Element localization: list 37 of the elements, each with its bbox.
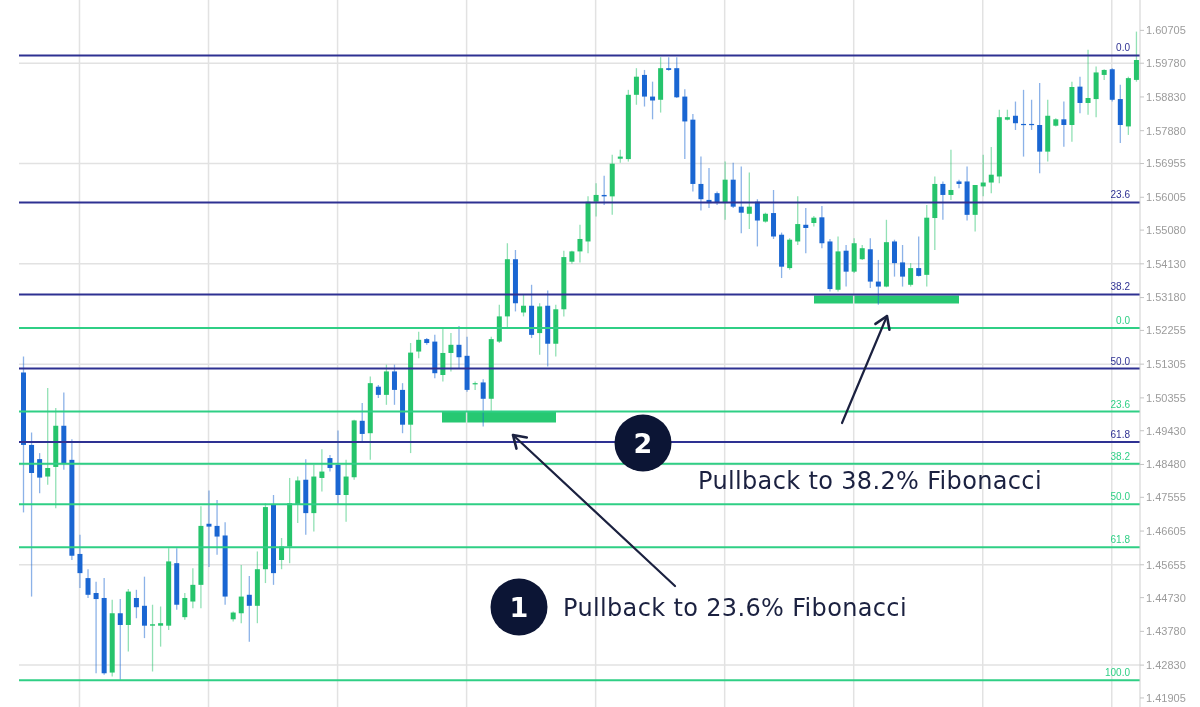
y-tick-label: 1.49430 <box>1146 424 1186 437</box>
annotation: 100.0 <box>1104 667 1131 679</box>
y-tick-label: 1.44730 <box>1146 591 1186 604</box>
y-tick-label: 1.57880 <box>1146 124 1186 137</box>
annotation: 0.0 <box>1116 315 1131 327</box>
y-tick-label: 1.46605 <box>1146 524 1186 537</box>
y-tick-label: 1.43780 <box>1146 625 1186 638</box>
annotation: 1 <box>509 591 529 623</box>
y-tick-label: 1.56005 <box>1146 191 1186 204</box>
y-tick-label: 1.41905 <box>1146 691 1186 704</box>
annotation: 61.8 <box>1110 429 1131 441</box>
candlestick <box>956 179 962 189</box>
y-tick-label: 1.42830 <box>1146 659 1186 671</box>
annotation: 50.0 <box>1110 491 1131 503</box>
y-tick-label: 1.48480 <box>1146 458 1186 471</box>
y-tick-label: 1.51305 <box>1146 358 1186 371</box>
annotation: Pullback to 23.6% Fibonacci <box>563 594 907 622</box>
annotation: 2 <box>633 427 653 459</box>
y-tick-label: 1.60705 <box>1146 24 1186 37</box>
y-tick-label: 1.50355 <box>1146 391 1186 404</box>
annotation: 0.0 <box>1116 42 1131 54</box>
y-tick-label: 1.45655 <box>1146 558 1186 571</box>
y-tick-label: 1.56955 <box>1146 157 1186 170</box>
annotation: 50.0 <box>1110 355 1131 367</box>
y-tick-label: 1.58830 <box>1146 90 1186 103</box>
y-tick-label: 1.54130 <box>1146 257 1186 270</box>
annotation: 23.6 <box>1110 189 1131 201</box>
annotation: 38.2 <box>1110 450 1131 462</box>
y-tick-label: 1.59780 <box>1146 57 1186 70</box>
y-tick-label: 1.47555 <box>1146 491 1186 504</box>
annotation: 38.2 <box>1110 281 1131 293</box>
y-tick-label: 1.53180 <box>1146 291 1186 304</box>
annotation: 61.8 <box>1110 534 1131 546</box>
annotation: 23.6 <box>1110 398 1131 410</box>
y-tick-label: 1.55080 <box>1146 224 1186 237</box>
annotation: Pullback to 38.2% Fibonacci <box>698 467 1042 495</box>
y-tick-label: 1.52255 <box>1146 324 1186 337</box>
